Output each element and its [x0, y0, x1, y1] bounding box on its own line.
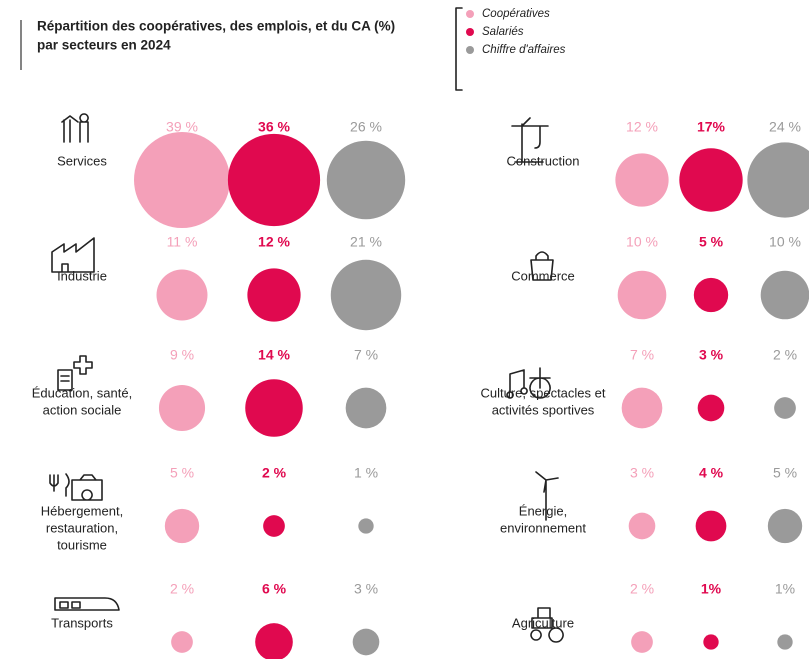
legend-swatch — [466, 28, 474, 36]
bubble — [326, 140, 406, 220]
category-label: activités sportives — [492, 402, 595, 417]
category-label: Commerce — [511, 268, 575, 283]
value-label: 2 % — [170, 581, 194, 597]
value-label: 36 % — [258, 119, 290, 135]
value-label: 3 % — [699, 347, 724, 363]
bubble — [164, 508, 200, 544]
bubble — [747, 142, 809, 218]
bubble — [158, 384, 206, 432]
legend-label: Chiffre d'affaires — [482, 44, 566, 56]
value-label: 1 % — [354, 465, 378, 481]
bubble — [352, 628, 380, 656]
bubble — [621, 387, 663, 429]
value-label: 10 % — [626, 234, 658, 250]
category-label: action sociale — [43, 402, 122, 417]
value-label: 7 % — [354, 347, 378, 363]
bubble — [697, 394, 725, 422]
category-label: Éducation, santé, — [32, 385, 132, 400]
bubble — [703, 634, 719, 650]
bubble — [245, 379, 303, 437]
value-label: 2 % — [262, 465, 287, 481]
value-label: 26 % — [350, 119, 382, 135]
legend-swatch — [466, 46, 474, 54]
bubble — [156, 269, 208, 321]
legend-label: Salariés — [482, 26, 524, 38]
bubble — [777, 634, 793, 650]
bubble — [330, 259, 402, 331]
category-label: Construction — [507, 153, 580, 168]
value-label: 6 % — [262, 581, 287, 597]
value-label: 14 % — [258, 347, 290, 363]
legend-swatch — [466, 10, 474, 18]
value-label: 24 % — [769, 119, 801, 135]
value-label: 3 % — [354, 581, 378, 597]
bubble — [617, 270, 667, 320]
value-label: 1% — [775, 581, 795, 597]
category-label: Hébergement, — [41, 503, 123, 518]
bubble — [774, 397, 796, 419]
bubble — [255, 623, 293, 659]
chart-title: Répartition des coopératives, des emploi… — [37, 19, 395, 34]
value-label: 21 % — [350, 234, 382, 250]
bubble — [345, 387, 387, 429]
value-label: 5 % — [699, 234, 724, 250]
value-label: 3 % — [630, 465, 654, 481]
bubble — [171, 631, 193, 653]
bubble — [695, 510, 727, 542]
bubble — [679, 148, 743, 212]
category-label: restauration, — [46, 520, 118, 535]
category-label: tourisme — [57, 537, 107, 552]
value-label: 5 % — [170, 465, 194, 481]
value-label: 11 % — [167, 234, 198, 250]
value-label: 7 % — [630, 347, 654, 363]
bubble — [760, 270, 809, 320]
chart-title: par secteurs en 2024 — [37, 38, 171, 53]
category-label: environnement — [500, 520, 586, 535]
bubble — [693, 277, 729, 313]
bubble — [247, 268, 301, 322]
bubble — [227, 133, 321, 227]
bubble — [631, 631, 653, 653]
category-label: Services — [57, 153, 107, 168]
value-label: 2 % — [773, 347, 797, 363]
value-label: 39 % — [166, 119, 198, 135]
legend-bracket — [455, 7, 463, 91]
legend-label: Coopératives — [482, 8, 550, 20]
value-label: 10 % — [769, 234, 801, 250]
value-label: 2 % — [630, 581, 654, 597]
category-label: Industrie — [57, 268, 107, 283]
category-label: Transports — [51, 615, 113, 630]
value-label: 12 % — [258, 234, 290, 250]
bubble — [358, 518, 374, 534]
bubble — [263, 515, 285, 537]
category-label: Énergie, — [519, 503, 567, 518]
value-label: 5 % — [773, 465, 797, 481]
icons — [49, 113, 564, 643]
bubble — [615, 153, 669, 207]
bubble — [628, 512, 656, 540]
value-label: 12 % — [626, 119, 658, 135]
category-label: Agriculture — [512, 615, 574, 630]
value-label: 1% — [701, 581, 722, 597]
bubble — [767, 508, 803, 544]
value-label: 9 % — [170, 347, 194, 363]
value-label: 4 % — [699, 465, 724, 481]
value-label: 17% — [697, 119, 726, 135]
category-label: Culture, spectacles et — [480, 385, 605, 400]
bubble — [134, 132, 230, 228]
